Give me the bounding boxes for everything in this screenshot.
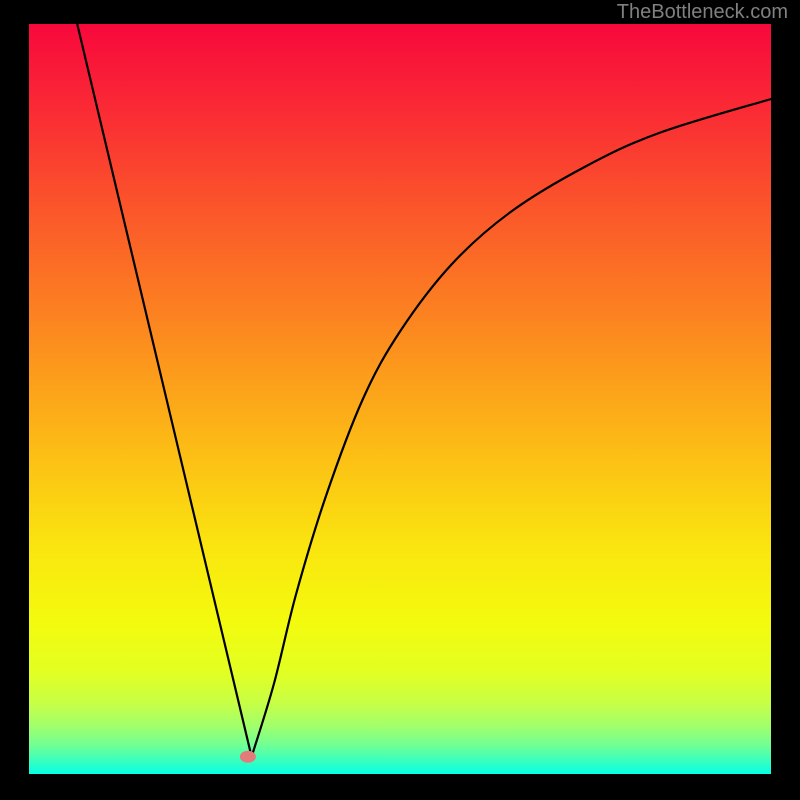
chart-container: { "source_watermark": "TheBottleneck.com… [0, 0, 800, 800]
plot-svg [29, 24, 771, 774]
watermark-text: TheBottleneck.com [617, 1, 788, 24]
gradient-background [29, 24, 771, 774]
plot-area [29, 24, 771, 774]
minimum-marker [240, 751, 256, 763]
